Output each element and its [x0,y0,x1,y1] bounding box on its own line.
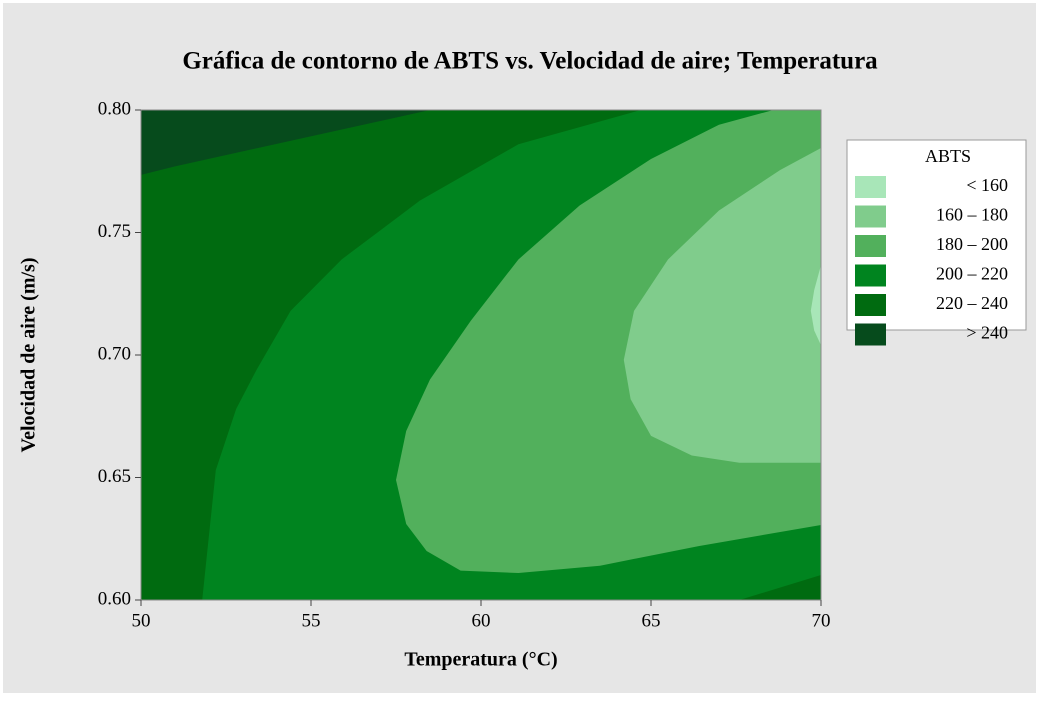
legend-swatch [855,323,886,346]
y-tick-label: 0.60 [98,588,131,609]
chart-title: Gráfica de contorno de ABTS vs. Velocida… [182,48,878,75]
legend-label: 180 – 200 [936,234,1008,254]
x-tick-label: 65 [642,610,661,631]
legend-swatch [855,205,886,228]
y-tick-label: 0.75 [98,221,131,242]
legend-label: > 240 [966,323,1008,343]
y-tick-label: 0.70 [98,343,131,364]
x-axis-label: Temperatura (°C) [404,649,557,671]
y-tick-label: 0.80 [98,98,131,119]
plot-area [141,110,821,600]
legend-swatch [855,235,886,257]
legend-label: < 160 [966,175,1008,195]
legend-swatch [855,264,886,287]
x-tick-label: 60 [472,610,491,631]
legend-label: 200 – 220 [936,264,1008,284]
legend-title: ABTS [925,146,971,166]
legend-label: 220 – 240 [936,293,1008,313]
y-tick-label: 0.65 [98,466,131,487]
legend-swatch [855,294,886,316]
legend-label: 160 – 180 [936,205,1008,225]
contour-region [623,147,821,463]
x-tick-label: 55 [302,610,321,631]
contour-region [810,265,821,346]
x-tick-label: 50 [132,610,151,631]
legend-swatch [855,176,886,198]
y-axis-label: Velocidad de aire (m/s) [18,258,40,453]
x-tick-label: 70 [812,610,831,631]
